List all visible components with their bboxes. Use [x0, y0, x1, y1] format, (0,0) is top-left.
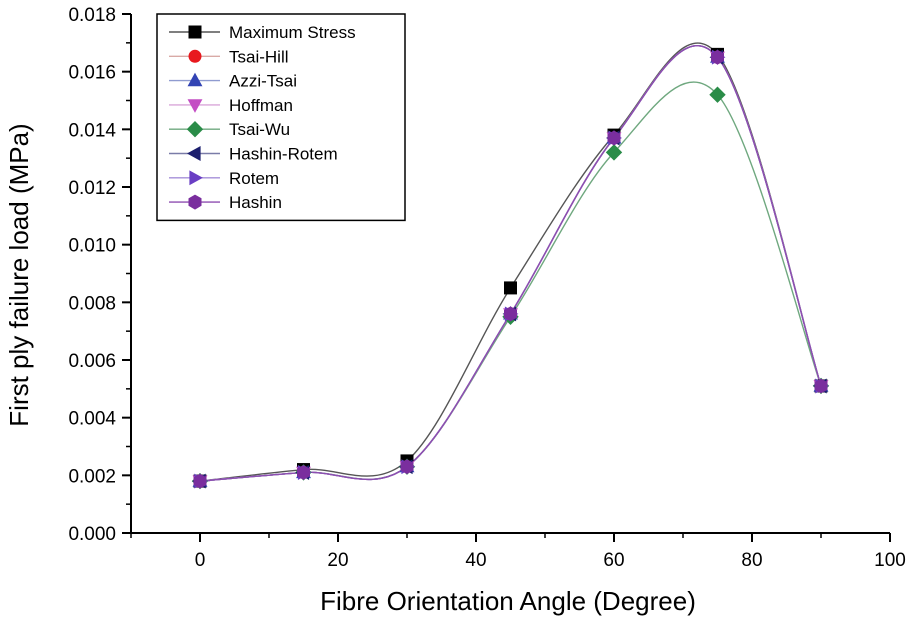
x-tick-label: 20: [327, 550, 348, 571]
legend-label-maximum-stress: Maximum Stress: [229, 23, 356, 42]
y-tick-label: 0.002: [68, 466, 116, 487]
legend-label-hoffman: Hoffman: [229, 96, 293, 115]
y-tick-label: 0.016: [68, 63, 116, 84]
y-tick-label: 0.006: [68, 351, 116, 372]
legend-marker-rotem: [189, 170, 203, 186]
legend-marker-tsai-hill: [188, 49, 202, 63]
y-tick-label: 0.000: [68, 524, 116, 545]
data-point-hashin: [297, 465, 310, 480]
series-markers: [191, 47, 830, 490]
legend-marker-hoffman: [187, 99, 203, 113]
data-point-tsai-wu: [709, 86, 726, 103]
legend-marker-hashin-rotem: [187, 146, 201, 161]
legend-label-hashin: Hashin: [229, 193, 282, 212]
series-lines: [199, 42, 822, 482]
legend: Maximum Stress Tsai-Hill Azzi-Tsai Hoffman T…: [156, 13, 406, 222]
legend-marker-azzi-tsai: [187, 72, 203, 87]
x-tick-label: 0: [195, 550, 206, 571]
series-line-maximum-stress: [199, 42, 822, 482]
y-tick-label: 0.004: [68, 409, 116, 430]
data-point-tsai-wu: [605, 144, 623, 161]
data-point-hashin: [711, 49, 724, 65]
legend-box: [156, 13, 406, 222]
legend-label-rotem: Rotem: [229, 169, 279, 188]
x-axis-title: Fibre Orientation Angle (Degree): [320, 586, 696, 616]
data-point-hashin: [814, 378, 828, 394]
y-axis-title: First ply failure load (MPa): [4, 123, 34, 426]
y-tick-label: 0.010: [68, 236, 116, 257]
legend-label-tsai-wu: Tsai-Wu: [229, 120, 290, 139]
y-tick-label: 0.014: [68, 120, 116, 141]
x-tick-label: 40: [465, 550, 486, 571]
y-tick-label: 0.012: [68, 178, 116, 199]
x-tick-label: 80: [741, 550, 762, 571]
legend-marker-tsai-wu: [186, 120, 204, 138]
legend-marker-maximum-stress: [188, 25, 202, 39]
data-point-hashin: [607, 130, 621, 146]
data-point-hashin: [193, 473, 207, 489]
legend-label-azzi-tsai: Azzi-Tsai: [229, 72, 297, 91]
y-tick-label: 0.008: [68, 293, 116, 314]
data-point-maximum-stress: [504, 281, 517, 295]
data-point-hashin: [400, 459, 414, 475]
axes: 0 20 40 60 80 100 0.000 0.002 0.004 0.006 0.008 0.0…: [68, 5, 905, 571]
series-line-hashin: [199, 45, 822, 482]
data-point-hashin: [504, 306, 517, 322]
legend-marker-hashin: [188, 194, 202, 210]
legend-label-tsai-hill: Tsai-Hill: [229, 47, 289, 66]
y-tick-label: 0.018: [68, 5, 116, 26]
x-tick-label: 100: [874, 550, 906, 571]
x-tick-label: 60: [603, 550, 624, 571]
legend-label-hashin-rotem: Hashin-Rotem: [229, 145, 338, 164]
